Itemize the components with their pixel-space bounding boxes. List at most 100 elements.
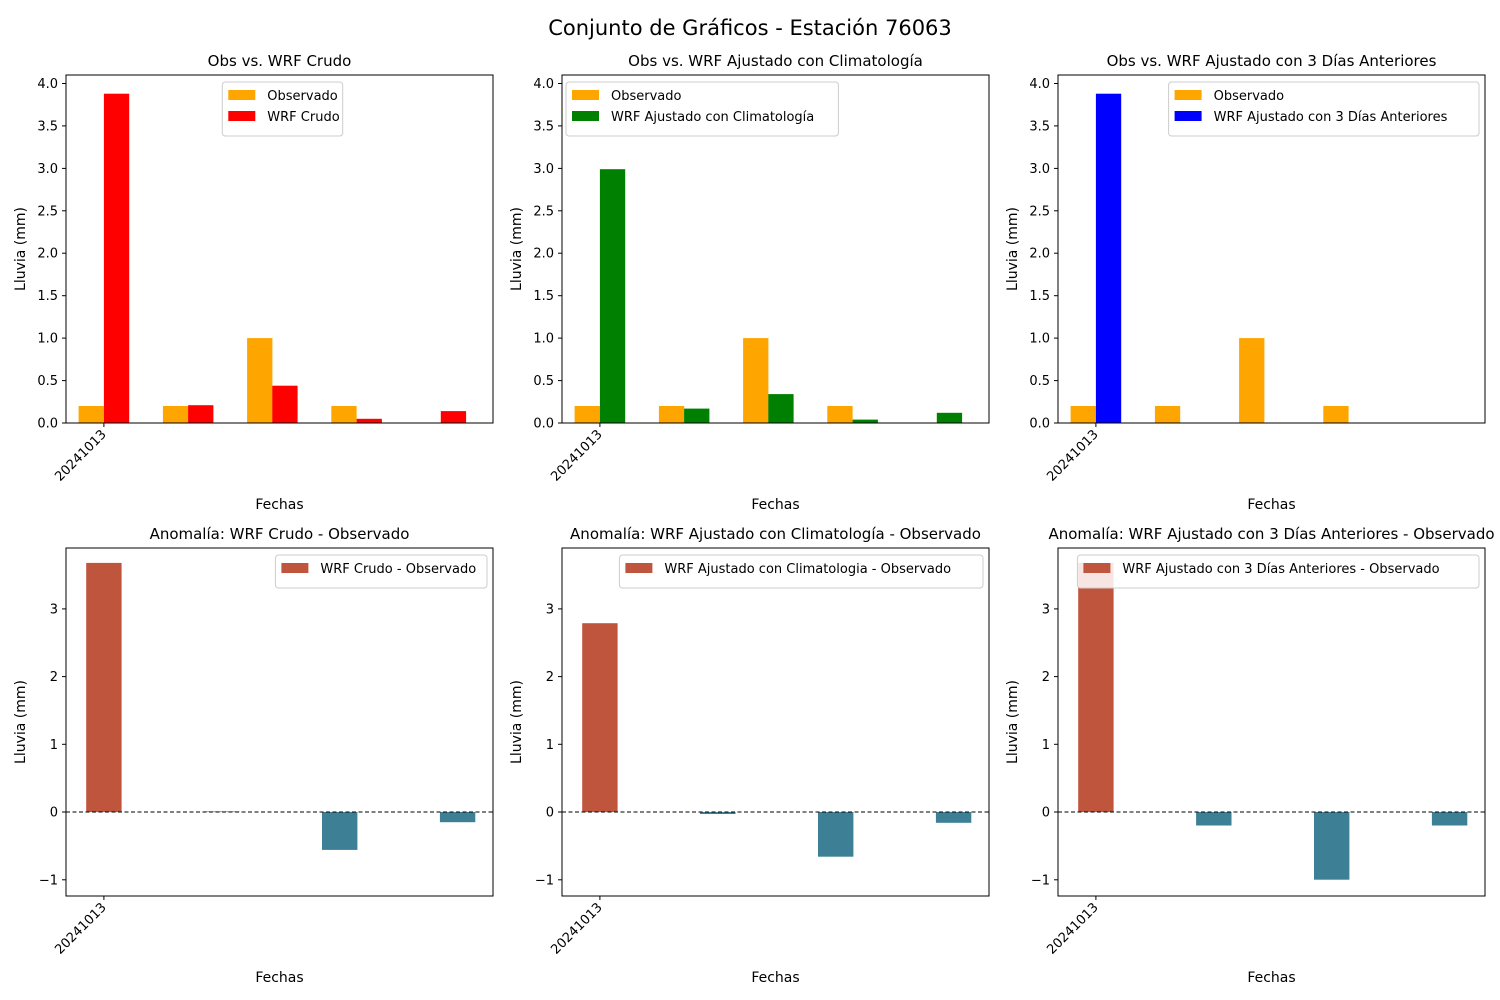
y-tick-label: 3.0: [1029, 162, 1050, 177]
y-tick-label: 3: [1042, 602, 1050, 617]
bar-observado-4: [827, 406, 853, 423]
y-tick-label: 1.5: [37, 289, 58, 304]
bar-observado-3: [247, 338, 273, 423]
axes-frame: [561, 74, 990, 424]
legend-box: [1076, 554, 1480, 589]
anomaly-bar-1: [86, 562, 122, 813]
y-tick-label: 0.0: [533, 417, 554, 432]
legend: WRF Ajustado con 3 Días Anteriores - Obs…: [1076, 554, 1480, 589]
x-axis-label: Fechas: [255, 497, 303, 513]
y-tick-label: 2.5: [1029, 204, 1050, 219]
anomaly-bar-4: [439, 812, 476, 823]
legend-swatch: [1083, 563, 1111, 573]
y-axis-label: Lluvia (mm): [13, 680, 29, 764]
anomaly-bar-4: [1431, 812, 1468, 826]
y-tick-label: 1.5: [1029, 289, 1050, 304]
y-tick-label: 0.0: [37, 417, 58, 432]
y-tick-label: 3.0: [37, 162, 58, 177]
legend-box: [618, 554, 984, 589]
axes-frame: [561, 547, 990, 897]
y-tick-label: 2.0: [37, 247, 58, 262]
y-tick-label: 1.5: [533, 289, 554, 304]
x-axis-label: Fechas: [751, 497, 799, 513]
bar-observado-1: [78, 406, 104, 423]
bar-observado-1: [1070, 406, 1096, 423]
legend-box: [274, 554, 488, 589]
y-tick-label: 0.5: [1029, 374, 1050, 389]
legend-box: [1168, 81, 1480, 137]
y-tick-label: 3.5: [37, 119, 58, 134]
y-tick-label: 0: [50, 806, 58, 821]
y-tick-label: 0.0: [1029, 417, 1050, 432]
legend-label: WRF Crudo - Observado: [320, 562, 476, 577]
bar-wrf-3: [768, 394, 794, 423]
legend: WRF Crudo - Observado: [274, 554, 488, 589]
y-tick-label: 4.0: [1029, 77, 1050, 92]
legend-label: WRF Ajustado con 3 Días Anteriores: [1214, 110, 1448, 125]
bar-observado-2: [162, 406, 189, 423]
legend-label: Observado: [611, 89, 682, 104]
y-tick-label: 2.0: [1029, 247, 1050, 262]
legend-swatch: [281, 563, 309, 573]
y-tick-label: 0.5: [37, 374, 58, 389]
axes-frame: [65, 74, 494, 424]
y-tick-label: 3: [546, 602, 554, 617]
legend-swatch: [625, 563, 653, 573]
chart-title: Anomalía: WRF Ajustado con Climatología …: [570, 525, 981, 543]
y-tick-label: 2.5: [37, 204, 58, 219]
legend-swatch: [1174, 90, 1202, 100]
x-tick-label: 20241013: [548, 900, 605, 957]
x-tick-label: 20241013: [548, 427, 605, 484]
figure-title: Conjunto de Gráficos - Estación 76063: [548, 16, 952, 40]
legend: Observado WRF Ajustado con Climatología: [565, 81, 839, 137]
y-tick-label: 0: [546, 806, 554, 821]
bar-wrf-5: [936, 412, 963, 423]
legend-label: WRF Crudo: [267, 110, 339, 125]
y-axis-label: Lluvia (mm): [13, 207, 29, 291]
y-tick-label: 2: [546, 670, 554, 685]
legend: Observado WRF Crudo: [221, 81, 344, 137]
legend-label: WRF Ajustado con 3 Días Anteriores - Obs…: [1122, 562, 1439, 577]
legend-label: Observado: [267, 89, 338, 104]
chart-panel-6: −1 0 1 2 3 20241013 Anomalía: WRF Ajustado con…: [1005, 525, 1495, 986]
chart-title: Obs vs. WRF Ajustado con 3 Días Anterior…: [1107, 52, 1437, 70]
y-tick-label: 2.0: [533, 247, 554, 262]
y-tick-label: 1: [1042, 738, 1050, 753]
x-tick-label: 20241013: [52, 900, 109, 957]
axes-frame: [1057, 74, 1486, 424]
chart-panel-1: 0.0 0.5 1.0 1.5 2.0 2.5 3.0 3.5 4.0 20241013 Obs v…: [13, 52, 494, 513]
y-tick-label: −1: [1031, 873, 1050, 888]
anomaly-bar-4: [935, 812, 972, 823]
y-tick-label: 0: [1042, 806, 1050, 821]
bar-observado-4: [331, 406, 357, 423]
chart-panel-5: −1 0 1 2 3 20241013 Anomalía: WRF Ajustado con…: [509, 525, 990, 986]
bar-observado-2: [658, 406, 685, 423]
legend-swatch: [228, 111, 256, 121]
bar-wrf-4: [852, 419, 878, 423]
legend-label: WRF Ajustado con Climatología: [611, 110, 814, 125]
y-tick-label: 1.0: [533, 332, 554, 347]
bar-wrf-1: [103, 93, 130, 423]
anomaly-bar-2: [700, 812, 736, 814]
y-tick-label: 3.5: [1029, 119, 1050, 134]
x-tick-label: 20241013: [52, 427, 109, 484]
anomaly-bar-2: [1196, 812, 1232, 826]
legend: Observado WRF Ajustado con 3 Días Anterio…: [1168, 81, 1480, 137]
axes-frame: [65, 547, 494, 897]
y-tick-label: 2: [50, 670, 58, 685]
bar-observado-3: [743, 338, 769, 423]
anomaly-bar-3: [1314, 812, 1350, 880]
x-axis-label: Fechas: [1247, 970, 1295, 986]
x-axis-label: Fechas: [1247, 497, 1295, 513]
anomaly-bar-1: [582, 623, 618, 813]
chart-panel-4: −1 0 1 2 3 20241013 Anomalía: WRF Crudo - Obse…: [13, 525, 494, 986]
y-tick-label: 1: [50, 738, 58, 753]
bar-wrf-2: [684, 408, 710, 423]
bar-wrf-4: [356, 418, 382, 423]
legend: WRF Ajustado con Climatologia - Observad…: [618, 554, 984, 589]
y-tick-label: −1: [535, 873, 554, 888]
y-tick-label: 3.5: [533, 119, 554, 134]
y-tick-label: −1: [39, 873, 58, 888]
y-axis-label: Lluvia (mm): [1005, 680, 1021, 764]
